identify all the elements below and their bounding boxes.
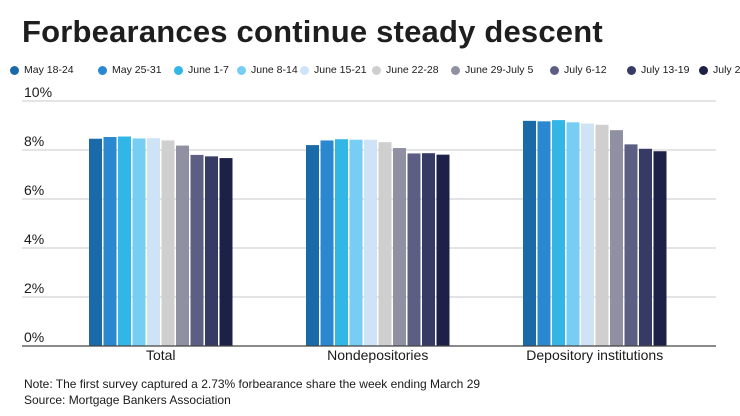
bar <box>205 156 218 346</box>
chart-title: Forbearances continue steady descent <box>22 14 603 49</box>
legend-label: July 20-26 <box>713 64 740 76</box>
legend: May 18-24 May 25-31 June 1-7 June 8-14 June … <box>10 64 740 80</box>
legend-swatch-icon <box>550 65 559 75</box>
legend-item: June 1-7 <box>174 64 229 76</box>
legend-label: May 25-31 <box>112 64 162 76</box>
bar <box>537 121 551 347</box>
legend-swatch-icon <box>10 65 19 75</box>
bar <box>161 140 175 346</box>
bar <box>639 148 652 346</box>
bar <box>610 130 623 346</box>
legend-label: July 6-12 <box>564 64 607 76</box>
bar <box>176 145 189 346</box>
bar <box>190 154 204 346</box>
bar <box>132 138 146 346</box>
legend-item: June 22-28 <box>372 64 439 76</box>
bar <box>407 153 421 346</box>
legend-item: June 15-21 <box>300 64 367 76</box>
legend-item: July 20-26 <box>699 64 740 76</box>
legend-item: June 29-July 5 <box>451 64 533 76</box>
x-category-label: Depository institutions <box>526 347 663 363</box>
y-tick-label: 0% <box>24 329 44 345</box>
legend-label: July 13-19 <box>641 64 690 76</box>
legend-label: June 8-14 <box>251 64 298 76</box>
bar <box>118 136 131 346</box>
legend-swatch-icon <box>300 65 309 75</box>
legend-swatch-icon <box>372 65 381 75</box>
legend-label: June 22-28 <box>386 64 439 76</box>
source-note: Source: Mortgage Bankers Association <box>24 393 231 407</box>
footnote: Note: The first survey captured a 2.73% … <box>24 377 481 391</box>
legend-swatch-icon <box>98 65 107 75</box>
legend-label: June 1-7 <box>188 64 229 76</box>
y-tick-label: 4% <box>24 231 44 247</box>
y-tick-label: 8% <box>24 133 44 149</box>
legend-swatch-icon <box>237 65 246 75</box>
bar <box>103 137 117 346</box>
legend-label: June 29-July 5 <box>465 64 534 76</box>
legend-item: May 25-31 <box>98 64 162 76</box>
bar <box>595 124 609 346</box>
legend-label: May 18-24 <box>24 64 74 76</box>
legend-item: May 18-24 <box>10 64 74 76</box>
y-tick-label: 6% <box>24 182 44 198</box>
bar <box>320 140 334 346</box>
bar <box>393 148 406 346</box>
y-tick-label: 2% <box>24 280 44 296</box>
legend-item: July 13-19 <box>627 64 689 76</box>
bar <box>653 151 667 346</box>
bar <box>335 139 348 346</box>
bar <box>378 142 392 346</box>
legend-swatch-icon <box>451 65 460 75</box>
x-category-label: Nondepositories <box>327 347 428 363</box>
legend-swatch-icon <box>627 65 636 75</box>
bar <box>624 144 638 346</box>
y-tick-label: 10% <box>24 84 52 100</box>
bar <box>581 123 594 346</box>
legend-item: July 6-12 <box>550 64 607 76</box>
bar <box>422 153 435 346</box>
bar <box>364 139 377 346</box>
legend-swatch-icon <box>174 65 183 75</box>
bar <box>436 154 450 346</box>
bar <box>566 122 580 346</box>
bar <box>219 158 233 346</box>
bar <box>147 138 160 346</box>
bar <box>306 145 319 346</box>
x-category-label: Total <box>146 347 176 363</box>
legend-swatch-icon <box>699 65 708 75</box>
bar <box>349 139 363 346</box>
bar <box>523 120 536 346</box>
legend-label: June 15-21 <box>314 64 367 76</box>
legend-item: June 8-14 <box>237 64 298 76</box>
bar <box>89 138 102 346</box>
bar <box>552 120 565 346</box>
